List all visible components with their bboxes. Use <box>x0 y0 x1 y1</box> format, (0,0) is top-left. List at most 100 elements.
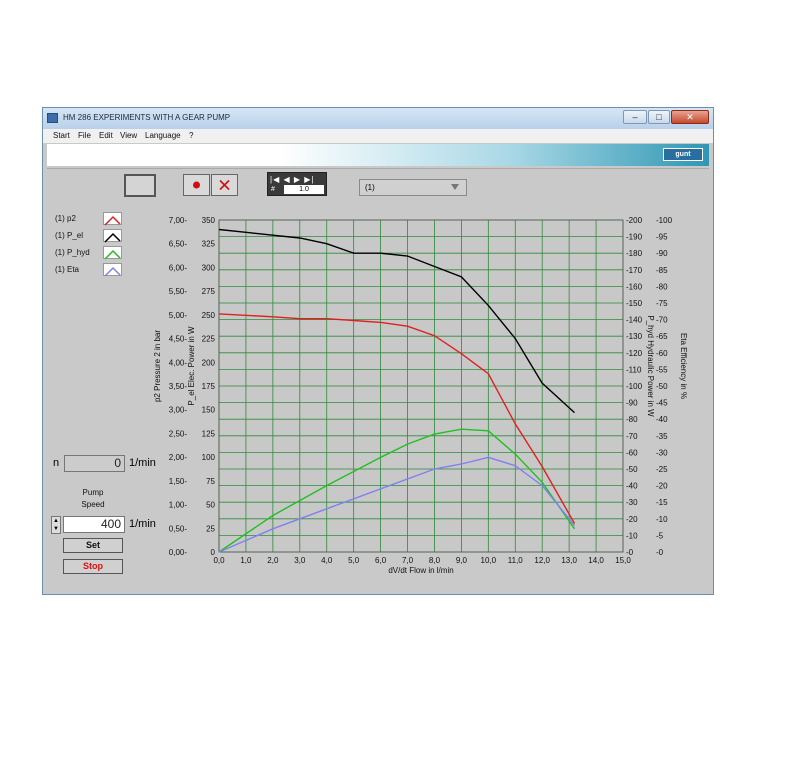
series-line-p-hyd <box>218 428 576 553</box>
p-hyd-tick-label: -160 <box>626 282 643 291</box>
status-indicator[interactable] <box>124 174 156 197</box>
series-line-eta <box>218 456 576 553</box>
p-hyd-tick-label: -120 <box>626 349 643 358</box>
delete-button[interactable] <box>211 174 238 196</box>
p-hyd-axis-label: P_hyd Hydraulic Power in W <box>646 315 655 417</box>
eta-tick-label: -100 <box>656 216 673 225</box>
minimize-button[interactable]: – <box>623 110 647 124</box>
series-dropdown[interactable]: (1) <box>359 179 467 196</box>
title-bar[interactable]: HM 286 EXPERIMENTS WITH A GEAR PUMP – □ … <box>43 108 713 129</box>
nav-buttons[interactable]: |◀ ◀ ▶ ▶| <box>270 175 315 184</box>
record-navigator[interactable]: |◀ ◀ ▶ ▶| # 1.0 <box>267 172 327 196</box>
legend-swatch-p2[interactable] <box>103 212 122 226</box>
delete-icon <box>219 179 230 191</box>
p-hyd-tick-label: -190 <box>626 233 643 242</box>
p-el-axis-label: P_el Elec. Power in W <box>187 326 196 406</box>
eta-axis-label: Eta Efficiency in % <box>679 333 688 399</box>
close-button[interactable]: ✕ <box>671 110 709 124</box>
p2-tick-label: 6,50- <box>169 240 188 249</box>
legend-swatch-p-el[interactable] <box>103 229 122 243</box>
eta-tick-label: -15 <box>656 498 668 507</box>
p-el-tick-label: 50 <box>206 501 215 510</box>
x-tick-label: 14,0 <box>588 556 604 565</box>
eta-tick-label: -10 <box>656 515 668 524</box>
speed-readout-unit: 1/min <box>129 457 156 469</box>
p-el-tick-label: 125 <box>202 429 216 438</box>
x-tick-label: 6,0 <box>375 556 387 565</box>
p-hyd-tick-label: -180 <box>626 249 643 258</box>
p-hyd-tick-label: -0 <box>626 548 634 557</box>
eta-tick-label: -70 <box>656 316 668 325</box>
p-el-tick-label: 225 <box>202 335 216 344</box>
p-hyd-tick-label: -80 <box>626 415 638 424</box>
p2-tick-label: 3,00- <box>169 406 188 415</box>
speed-readout: 0 <box>64 455 125 472</box>
p-hyd-tick-label: -110 <box>626 365 642 374</box>
p-hyd-tick-label: -90 <box>626 399 638 408</box>
x-tick-label: 1,0 <box>240 556 252 565</box>
speed-stepper[interactable]: ▲ ▼ <box>51 516 61 534</box>
record-icon <box>193 181 200 189</box>
x-tick-label: 0,0 <box>213 556 225 565</box>
eta-tick-label: -5 <box>656 531 664 540</box>
menu-edit[interactable]: Edit <box>99 131 113 140</box>
maximize-button[interactable]: □ <box>648 110 670 124</box>
speed-readout-label: n <box>53 457 60 469</box>
p-hyd-tick-label: -40 <box>626 482 638 491</box>
eta-tick-label: -25 <box>656 465 668 474</box>
divider <box>47 168 709 169</box>
eta-tick-label: -0 <box>656 548 664 557</box>
legend-swatch-eta[interactable] <box>103 263 122 277</box>
p2-tick-label: 7,00- <box>169 216 188 225</box>
p-hyd-tick-label: -100 <box>626 382 643 391</box>
p-el-tick-label: 250 <box>202 311 216 320</box>
menu-start[interactable]: Start <box>53 131 70 140</box>
series-line-p2 <box>218 313 576 524</box>
app-window: HM 286 EXPERIMENTS WITH A GEAR PUMP – □ … <box>42 107 714 595</box>
p-hyd-tick-label: -140 <box>626 316 643 325</box>
p-el-tick-label: 0 <box>211 548 216 557</box>
p-hyd-tick-label: -70 <box>626 432 638 441</box>
p2-tick-label: 5,00- <box>169 311 188 320</box>
eta-tick-label: -35 <box>656 432 668 441</box>
legend-label-p-el: (1) P_el <box>55 231 84 240</box>
x-tick-label: 3,0 <box>294 556 306 565</box>
p-hyd-tick-label: -20 <box>626 515 638 524</box>
record-button[interactable] <box>183 174 210 196</box>
menu-language[interactable]: Language <box>145 131 181 140</box>
window-title: HM 286 EXPERIMENTS WITH A GEAR PUMP <box>63 113 231 122</box>
p2-tick-label: 2,00- <box>169 453 188 462</box>
x-tick-label: 4,0 <box>321 556 333 565</box>
p-hyd-tick-label: -10 <box>626 531 638 540</box>
eta-tick-label: -60 <box>656 349 668 358</box>
x-tick-label: 11,0 <box>508 556 524 565</box>
p-el-tick-label: 200 <box>202 358 216 367</box>
menu-view[interactable]: View <box>120 131 138 140</box>
x-tick-label: 13,0 <box>561 556 577 565</box>
p-el-tick-label: 300 <box>202 263 216 272</box>
p2-tick-label: 6,00- <box>169 263 188 272</box>
p-el-tick-label: 75 <box>206 477 215 486</box>
menu-file[interactable]: File <box>78 131 91 140</box>
eta-tick-label: -95 <box>656 233 668 242</box>
gunt-logo: gunt <box>663 148 703 161</box>
p-el-tick-label: 325 <box>202 240 216 249</box>
eta-tick-label: -90 <box>656 249 668 258</box>
pump-speed-input[interactable]: 400 <box>63 516 125 533</box>
record-index-field[interactable]: 1.0 <box>284 185 324 194</box>
legend-label-eta: (1) Eta <box>55 265 80 274</box>
p2-tick-label: 0,00- <box>169 548 188 557</box>
pump-speed-label: Pump <box>82 488 104 497</box>
eta-tick-label: -80 <box>656 282 668 291</box>
p2-tick-label: 4,00- <box>169 358 188 367</box>
p2-tick-label: 4,50- <box>169 335 188 344</box>
eta-tick-label: -50 <box>656 382 668 391</box>
legend-swatch-p-hyd[interactable] <box>103 246 122 260</box>
pump-speed-label-2: Speed <box>81 500 105 509</box>
menu-help[interactable]: ? <box>189 131 194 140</box>
set-button[interactable]: Set <box>63 538 123 553</box>
x-tick-label: 10,0 <box>481 556 497 565</box>
stop-button[interactable]: Stop <box>63 559 123 574</box>
x-tick-label: 7,0 <box>402 556 414 565</box>
chevron-down-icon <box>451 184 459 190</box>
